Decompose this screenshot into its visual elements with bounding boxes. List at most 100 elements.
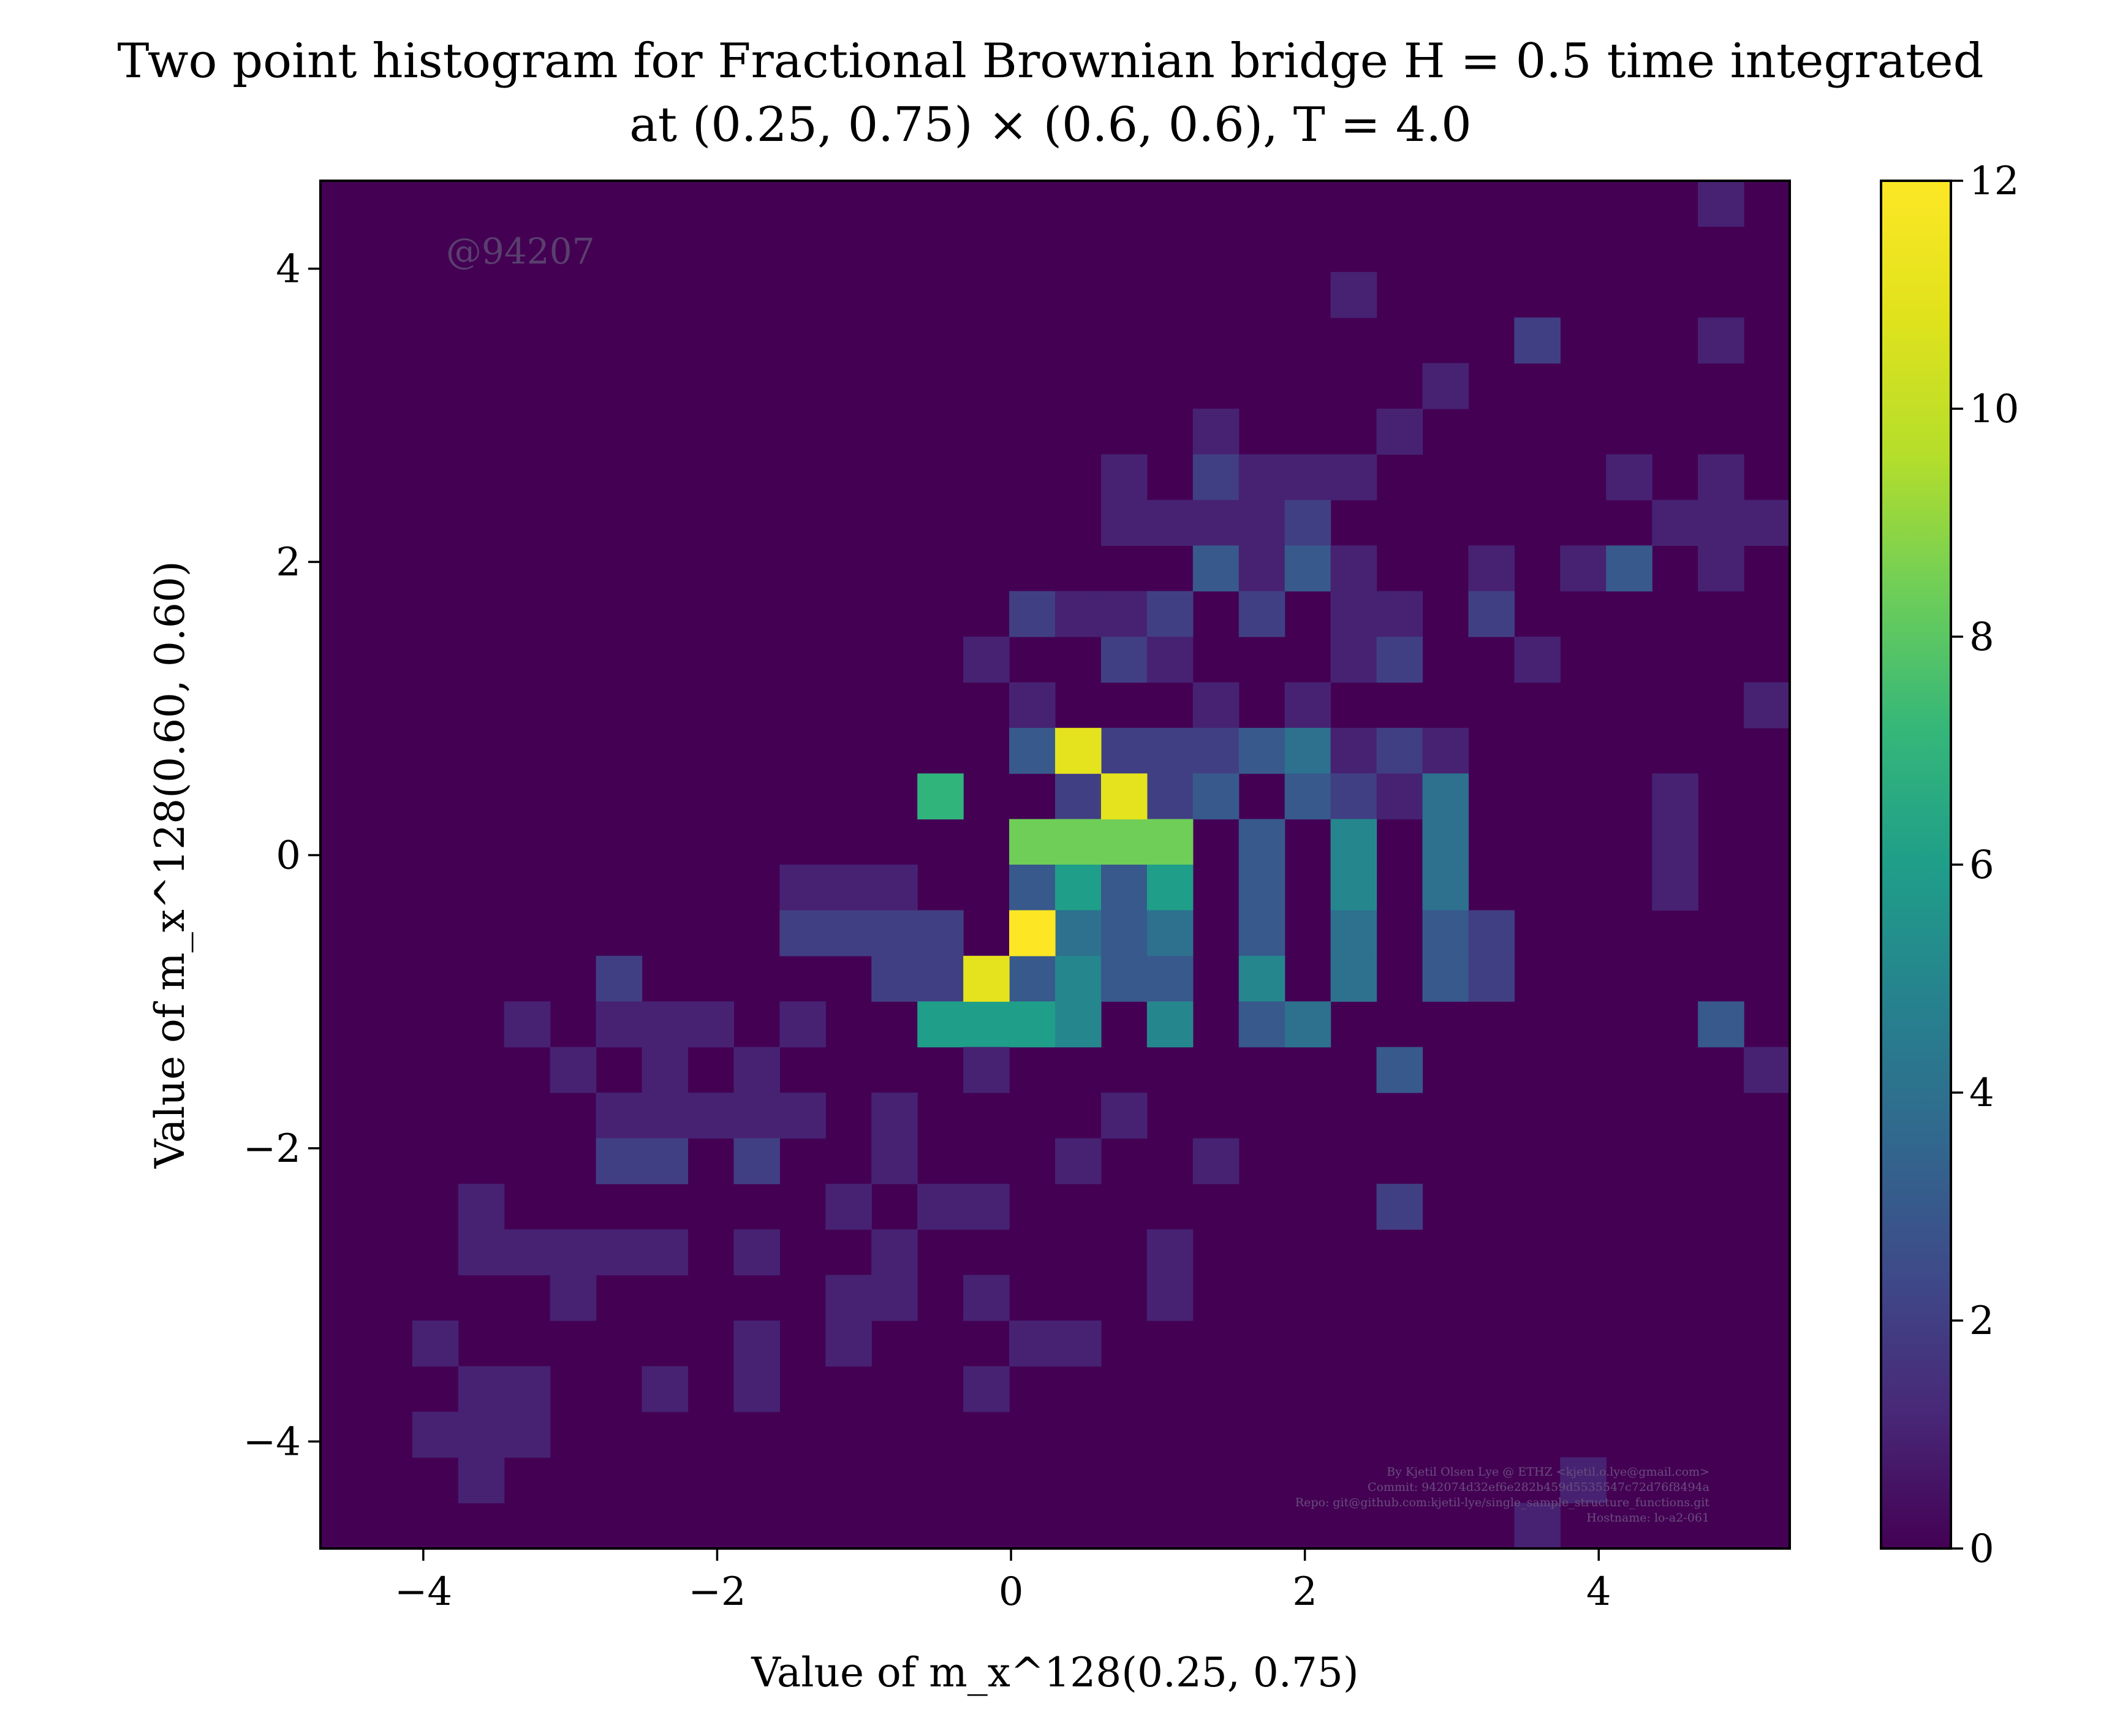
heatmap-cell [1330, 819, 1377, 865]
heatmap-cell [1009, 682, 1056, 729]
heatmap-cell [1560, 545, 1607, 592]
heatmap-cell [1192, 545, 1240, 592]
x-tick-label: 4 [1586, 1569, 1611, 1615]
heatmap-cell [825, 865, 872, 911]
heatmap-cell [1330, 454, 1377, 501]
heatmap-cell [1192, 409, 1240, 455]
heatmap-cell [779, 1093, 826, 1139]
heatmap-cell [1146, 819, 1194, 865]
heatmap-cell [1238, 1001, 1285, 1048]
heatmap-cell [642, 1001, 689, 1048]
heatmap-cell [642, 1138, 689, 1184]
heatmap-cell [1238, 499, 1285, 546]
credit-line: Commit: 942074d32ef6e282b459d5535547c72d… [1368, 1480, 1709, 1494]
heatmap-cell [1055, 773, 1102, 820]
heatmap-cell [1652, 819, 1698, 865]
heatmap-cell [1238, 910, 1285, 957]
heatmap-cell [1192, 454, 1240, 501]
heatmap-cell [1146, 591, 1194, 637]
heatmap-cell [550, 1275, 597, 1321]
heatmap-cell [1376, 1183, 1423, 1230]
heatmap-cell [1698, 499, 1744, 546]
x-tick-label: 2 [1292, 1569, 1317, 1615]
heatmap-cell [1330, 865, 1377, 911]
heatmap-cell [1422, 819, 1469, 865]
heatmap-cell [917, 955, 964, 1002]
heatmap-cell [504, 1001, 551, 1048]
heatmap-cell [1055, 819, 1102, 865]
heatmap-cell [596, 1093, 643, 1139]
heatmap-cell [1238, 819, 1285, 865]
heatmap-cell [550, 1229, 597, 1276]
heatmap-cell [963, 1183, 1010, 1230]
heatmap-cell [1330, 591, 1377, 637]
heatmap-cell [504, 1411, 551, 1458]
y-tick-label: 0 [276, 833, 301, 878]
heatmap-cell [1376, 637, 1423, 683]
heatmap-cell [596, 1138, 643, 1184]
heatmap-cell [596, 1001, 643, 1048]
heatmap-cell [1284, 773, 1331, 820]
heatmap-cell [1422, 865, 1469, 911]
heatmap-cell [1468, 955, 1515, 1002]
heatmap-cell [642, 1366, 689, 1412]
heatmap-cell [779, 865, 826, 911]
heatmap-cell [458, 1366, 505, 1412]
heatmap-cell [1192, 727, 1240, 774]
heatmap-cell [1055, 727, 1102, 774]
heatmap-cell [642, 1093, 689, 1139]
colorbar-tick-label: 2 [1969, 1298, 1994, 1344]
heatmap-cell [1009, 865, 1056, 911]
heatmap-cell [1192, 1138, 1240, 1184]
heatmap-cell [1376, 773, 1423, 820]
heatmap-cell [1100, 591, 1148, 637]
heatmap-cell [1146, 773, 1194, 820]
heatmap-cell [871, 1275, 918, 1321]
heatmap-cell [733, 1138, 780, 1184]
heatmap-cell [1238, 955, 1285, 1002]
heatmap-cell [871, 865, 918, 911]
heatmap-cell [1468, 545, 1515, 592]
heatmap-cell [504, 1366, 551, 1412]
heatmap-cell [1192, 682, 1240, 729]
heatmap-cell [1146, 1001, 1194, 1048]
heatmap-cell [1422, 727, 1469, 774]
heatmap-cell [1055, 955, 1102, 1002]
heatmap-cell [1652, 773, 1698, 820]
heatmap-cell [1100, 454, 1148, 501]
y-tick-label: −4 [243, 1419, 301, 1465]
colorbar-tick-label: 12 [1969, 159, 2019, 204]
heatmap-cell [1744, 499, 1790, 546]
x-tick-label: −4 [395, 1569, 452, 1615]
heatmap-cell [596, 1229, 643, 1276]
heatmap-cell [1100, 637, 1148, 683]
heatmap-cell [1284, 1001, 1331, 1048]
heatmap-cell [642, 1047, 689, 1093]
heatmap-cell [1009, 910, 1056, 957]
heatmap-cell [733, 1093, 780, 1139]
heatmap-cell [1652, 865, 1698, 911]
heatmap-cell [1238, 545, 1285, 592]
heatmap-cell [825, 1183, 872, 1230]
colorbar-tick-label: 0 [1969, 1526, 1994, 1572]
heatmap-cell [1606, 454, 1652, 501]
heatmap-cell [871, 1093, 918, 1139]
y-tick-label: −2 [243, 1126, 301, 1172]
x-tick-label: 0 [999, 1569, 1024, 1615]
heatmap-cell [1146, 1275, 1194, 1321]
heatmap-cell [825, 910, 872, 957]
heatmap-cell [1376, 409, 1423, 455]
heatmap-cell [458, 1183, 505, 1230]
heatmap-cell [871, 1229, 918, 1276]
heatmap-cell [1560, 1457, 1607, 1504]
heatmap-cell [1652, 499, 1698, 546]
heatmap-cell [1009, 955, 1056, 1002]
heatmap-cell [733, 1321, 780, 1366]
x-axis-label: Value of m_x^128(0.25, 0.75) [751, 1649, 1358, 1696]
colorbar-tick-label: 8 [1969, 615, 1994, 660]
heatmap-cell [733, 1229, 780, 1276]
heatmap-cell [1146, 499, 1194, 546]
heatmap-cell [963, 1047, 1010, 1093]
heatmap-cell [917, 1183, 964, 1230]
